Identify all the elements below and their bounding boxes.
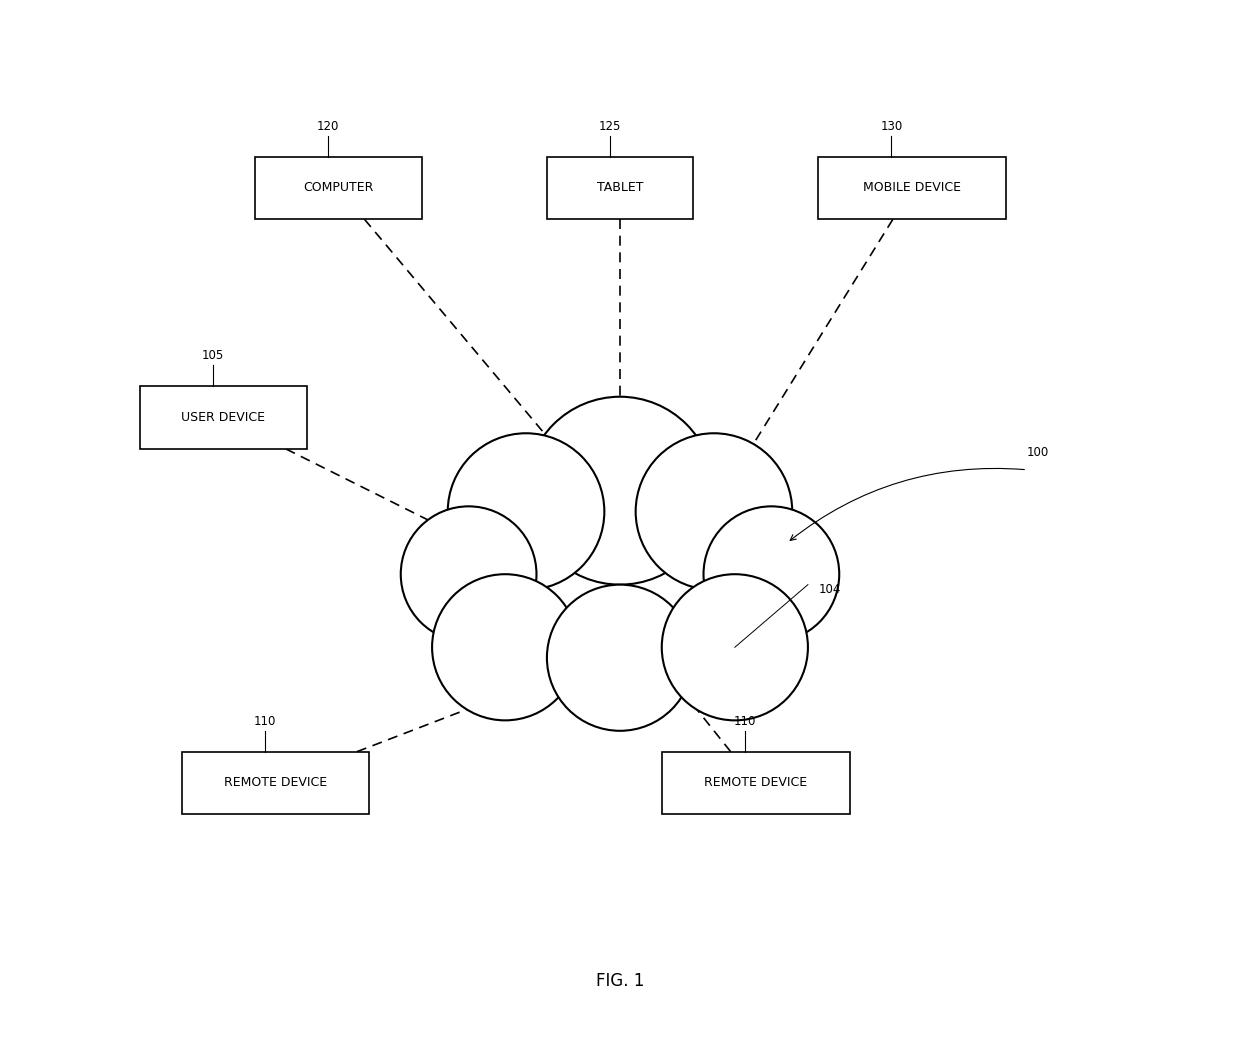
Text: REMOTE DEVICE: REMOTE DEVICE (704, 777, 807, 789)
Circle shape (432, 574, 578, 720)
Text: MOBILE DEVICE: MOBILE DEVICE (863, 182, 961, 194)
FancyBboxPatch shape (547, 157, 693, 219)
Circle shape (547, 585, 693, 731)
Text: TABLET: TABLET (596, 182, 644, 194)
FancyBboxPatch shape (254, 157, 422, 219)
Text: 110: 110 (734, 715, 756, 728)
Text: REMOTE DEVICE: REMOTE DEVICE (224, 777, 327, 789)
FancyBboxPatch shape (140, 386, 306, 449)
Text: 130: 130 (880, 120, 903, 133)
Circle shape (636, 433, 792, 590)
FancyBboxPatch shape (181, 752, 370, 814)
Circle shape (401, 506, 537, 642)
Text: 100: 100 (1027, 447, 1049, 459)
Circle shape (703, 506, 839, 642)
Text: 104: 104 (818, 584, 841, 596)
Text: COMPUTER: COMPUTER (303, 182, 373, 194)
Circle shape (526, 397, 714, 585)
Text: 110: 110 (254, 715, 277, 728)
Text: 105: 105 (202, 350, 224, 362)
Circle shape (448, 433, 604, 590)
Text: USER DEVICE: USER DEVICE (181, 411, 265, 424)
Circle shape (662, 574, 808, 720)
FancyBboxPatch shape (662, 752, 849, 814)
FancyBboxPatch shape (818, 157, 1007, 219)
Text: 120: 120 (316, 120, 339, 133)
Text: FIG. 1: FIG. 1 (595, 972, 645, 991)
Text: 125: 125 (599, 120, 621, 133)
